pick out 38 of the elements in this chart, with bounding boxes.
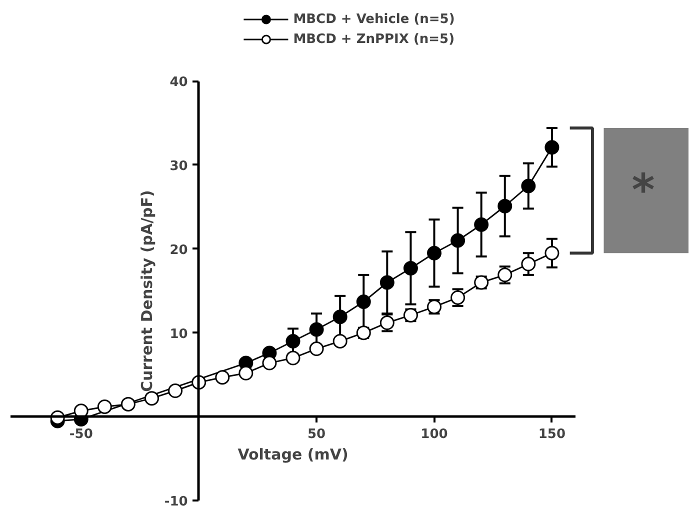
y-tick-label: 30	[170, 158, 188, 174]
point	[427, 246, 442, 260]
x-tick-label: 150	[538, 426, 566, 442]
point	[286, 334, 300, 348]
y-tick-label: 10	[170, 326, 188, 342]
point	[286, 350, 300, 366]
point	[498, 198, 512, 214]
y-axis-title: Current Density (pA/pF)	[138, 190, 156, 392]
point	[309, 322, 324, 337]
legend-label: MBCD + Vehicle (n=5)	[293, 12, 455, 26]
y-tick-label: -10	[164, 494, 188, 510]
point	[309, 342, 324, 356]
x-tick-label: -50	[69, 426, 93, 442]
point	[380, 275, 394, 290]
text: *	[632, 165, 655, 216]
point	[97, 399, 112, 414]
point	[450, 233, 466, 248]
point	[356, 294, 371, 310]
point	[521, 178, 536, 194]
x-tick-label: 100	[420, 426, 448, 442]
point	[521, 256, 536, 272]
point	[332, 310, 348, 324]
y-tick-label: 20	[170, 242, 188, 258]
y-tick-label: 40	[170, 75, 188, 90]
point	[544, 140, 560, 155]
point	[168, 384, 183, 398]
x-tick-label: 50	[307, 426, 326, 442]
point	[403, 260, 418, 276]
point	[120, 396, 136, 412]
point	[262, 356, 277, 370]
point	[238, 366, 254, 380]
point	[474, 217, 489, 232]
point	[215, 370, 230, 385]
point	[332, 334, 348, 348]
point	[144, 391, 159, 406]
x-axis-title: Voltage (mV)	[238, 446, 348, 464]
legend-label: MBCD + ZnPPIX (n=5)	[293, 32, 455, 46]
point	[544, 246, 560, 260]
